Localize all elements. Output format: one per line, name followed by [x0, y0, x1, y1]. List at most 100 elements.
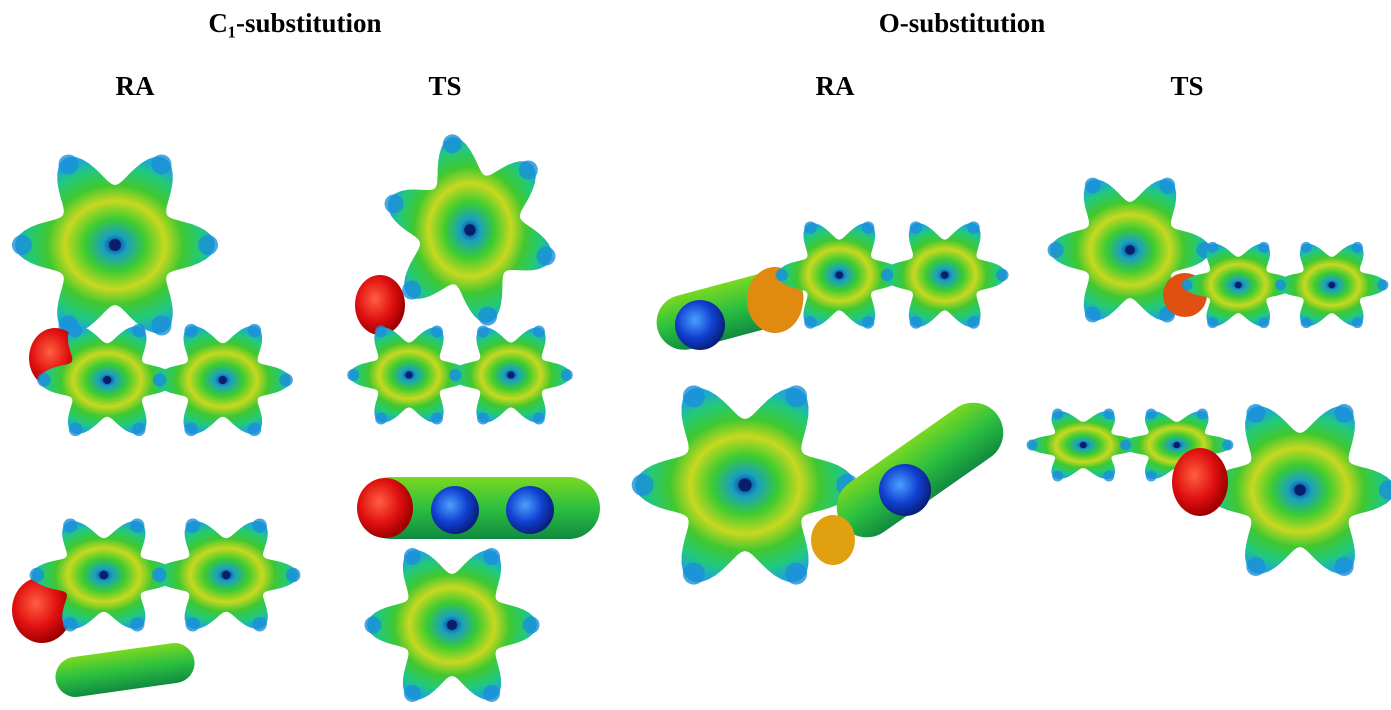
hole [464, 224, 475, 235]
tip [1120, 440, 1131, 451]
tip [1103, 471, 1114, 482]
tip [1222, 440, 1233, 451]
atom [879, 464, 931, 516]
tip [967, 316, 979, 328]
panel-label: RA [116, 71, 155, 101]
tip [785, 563, 807, 585]
hole [103, 376, 111, 384]
tip [404, 548, 421, 565]
atom [506, 486, 554, 534]
tip [1301, 317, 1312, 328]
hole [99, 571, 108, 580]
tip [1275, 280, 1286, 291]
tip [862, 221, 874, 233]
tip [477, 326, 489, 338]
tip [1197, 408, 1208, 419]
tip [1335, 404, 1354, 423]
tip [130, 519, 144, 533]
group-title: O-substitution [879, 8, 1046, 38]
tip [1258, 242, 1269, 253]
tip [996, 269, 1008, 281]
atom [357, 478, 413, 538]
tip [152, 154, 172, 174]
tip [1335, 557, 1354, 576]
tip [862, 316, 874, 328]
tip [477, 412, 489, 424]
figure: C₁-substitution O-substitution RA TS RA … [0, 0, 1391, 710]
hole [447, 620, 457, 630]
tip [37, 373, 51, 387]
hole [222, 571, 231, 580]
tip [375, 412, 387, 424]
tip [30, 568, 44, 582]
atom [1172, 448, 1228, 516]
hole [219, 376, 227, 384]
tip [152, 316, 172, 336]
hole [1125, 245, 1135, 255]
tip [1159, 178, 1175, 194]
tip [198, 235, 218, 255]
tip [1352, 242, 1363, 253]
tip [286, 568, 300, 582]
tip [1352, 317, 1363, 328]
atom [811, 515, 855, 565]
hole [1328, 282, 1335, 289]
tip [1103, 408, 1114, 419]
group-title: C₁-substitution [208, 8, 381, 38]
tip [1048, 242, 1064, 258]
tip [881, 269, 893, 281]
tip [1146, 471, 1157, 482]
tip [1246, 404, 1265, 423]
tip [1377, 280, 1388, 291]
hole [1235, 282, 1242, 289]
tip [683, 563, 705, 585]
hole [507, 371, 514, 378]
tip [443, 134, 462, 153]
tip [533, 412, 545, 424]
tip [152, 568, 166, 582]
tip [519, 160, 538, 179]
tip [1085, 306, 1101, 322]
tip [483, 548, 500, 565]
hole [738, 478, 751, 491]
tip [967, 221, 979, 233]
tip [385, 194, 404, 213]
tip [12, 235, 32, 255]
tip [1085, 178, 1101, 194]
tip [252, 519, 266, 533]
tip [130, 617, 144, 631]
tip [804, 316, 816, 328]
tip [1146, 408, 1157, 419]
tip [536, 247, 555, 266]
tip [533, 326, 545, 338]
tip [1027, 440, 1038, 451]
tip [279, 373, 293, 387]
panel-label: TS [1170, 71, 1203, 101]
tip [69, 422, 83, 436]
hole [405, 371, 412, 378]
tip [402, 281, 421, 300]
tip [252, 617, 266, 631]
tip [1207, 317, 1218, 328]
tip [523, 617, 540, 634]
atom [675, 300, 725, 350]
tip [683, 385, 705, 407]
molecule-surfaces [12, 134, 1391, 702]
tip [785, 385, 807, 407]
tip [483, 685, 500, 702]
tip [431, 412, 443, 424]
tip [910, 316, 922, 328]
atom [431, 486, 479, 534]
tip [561, 369, 573, 381]
tip [248, 422, 262, 436]
hole [109, 239, 121, 251]
hole [836, 271, 843, 278]
tip [132, 324, 146, 338]
tip [1207, 242, 1218, 253]
tip [132, 422, 146, 436]
tip [184, 324, 198, 338]
tip [775, 269, 787, 281]
tip [69, 324, 83, 338]
hole [1294, 484, 1305, 495]
side-view [53, 640, 197, 699]
